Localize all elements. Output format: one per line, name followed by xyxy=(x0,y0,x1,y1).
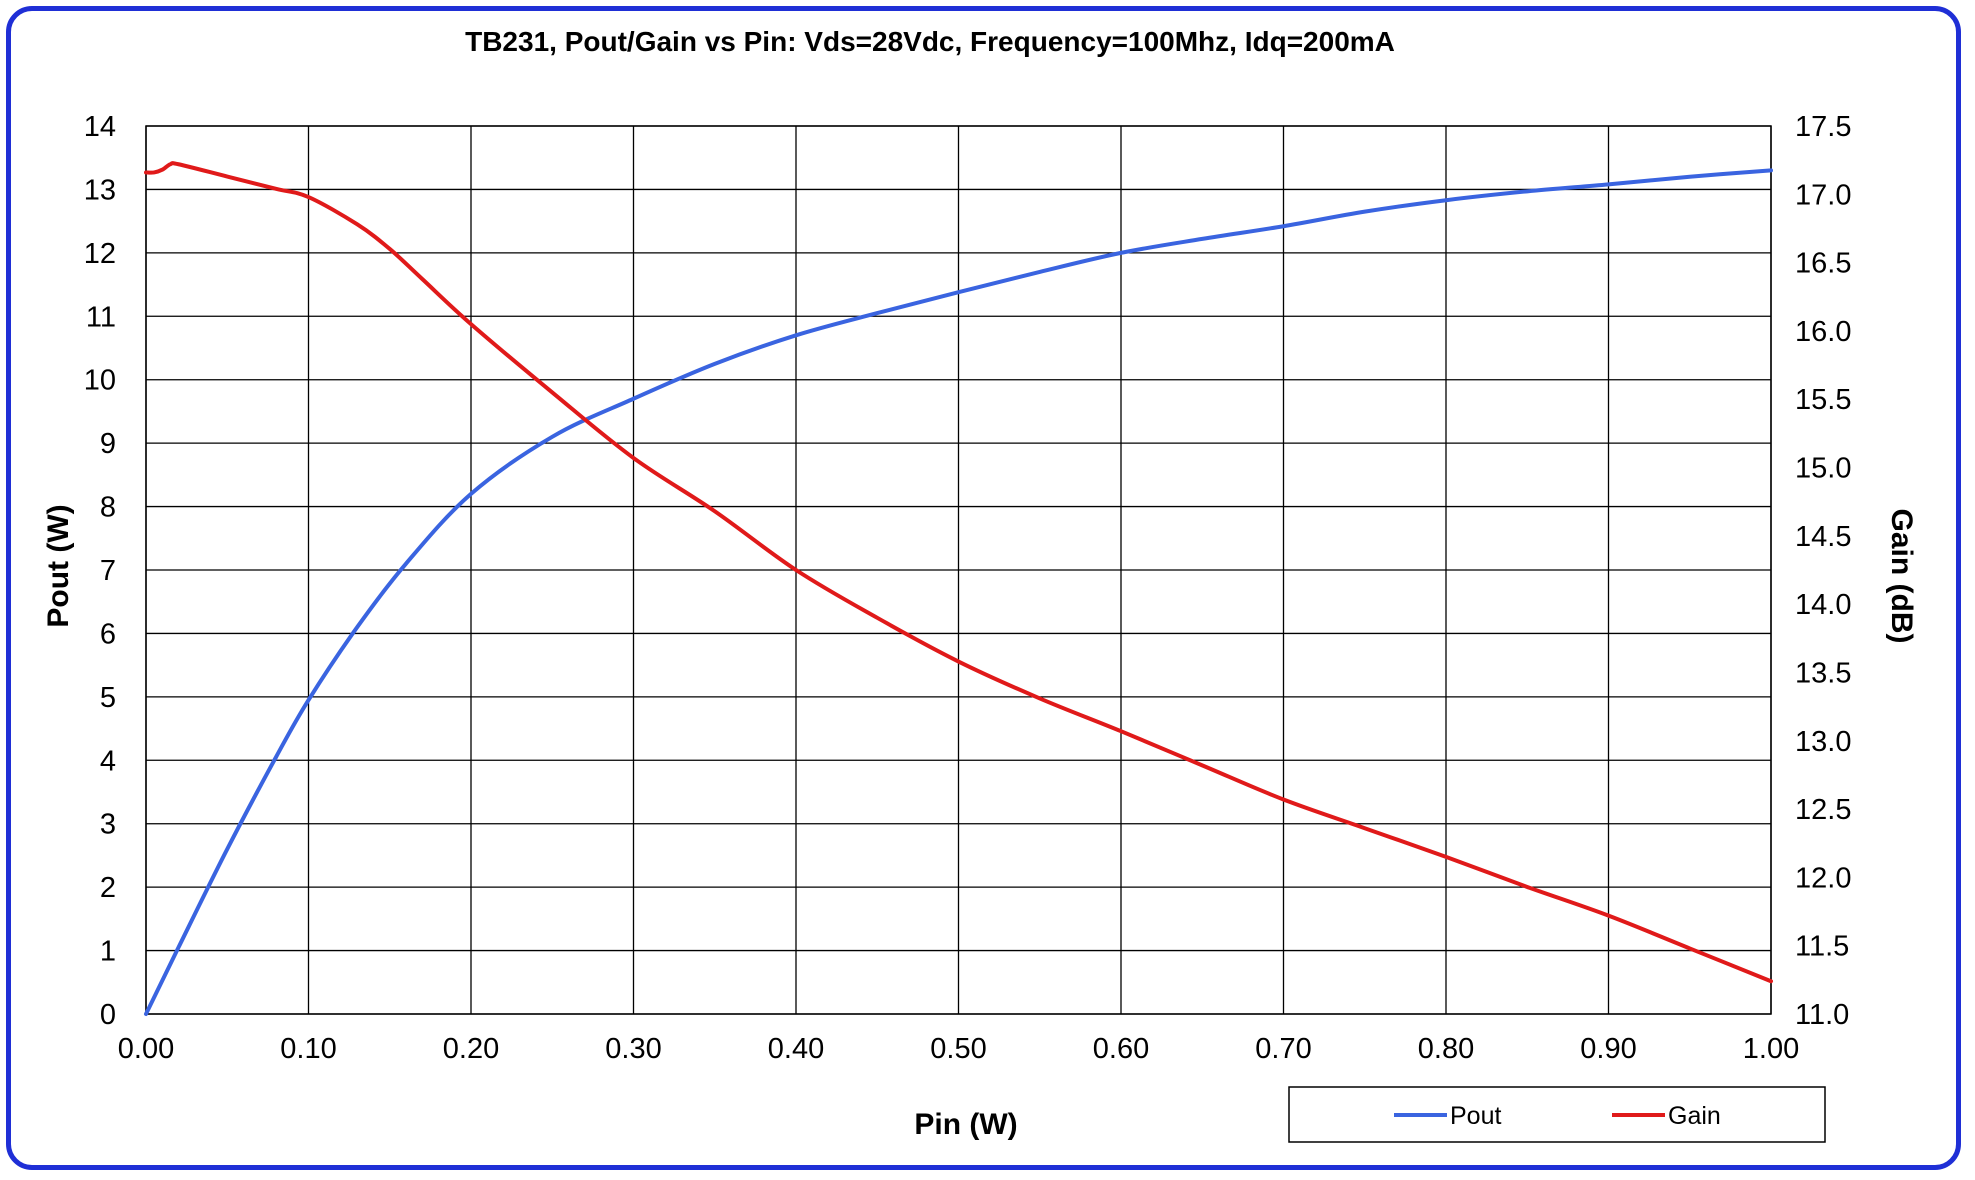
series-line-gain xyxy=(144,161,1773,984)
x-tick-label: 0.80 xyxy=(1418,1033,1474,1065)
series-line-pout xyxy=(144,168,1773,1016)
y-tick-label: 3 xyxy=(100,809,116,841)
y-tick-label: 12 xyxy=(84,238,116,270)
x-tick-label: 0.00 xyxy=(118,1033,174,1065)
y2-axis-label: Gain (dB) xyxy=(1885,509,1918,644)
y-tick-label: 5 xyxy=(100,682,116,714)
y2-tick-label: 13.5 xyxy=(1795,657,1851,689)
y2-tick-label: 17.0 xyxy=(1795,179,1851,211)
chart-title: TB231, Pout/Gain vs Pin: Vds=28Vdc, Freq… xyxy=(465,26,1395,57)
x-tick-label: 0.90 xyxy=(1580,1033,1636,1065)
chart-frame xyxy=(6,6,1961,1170)
legend-label-pout: Pout xyxy=(1450,1102,1501,1130)
legend-label-gain: Gain xyxy=(1668,1102,1721,1130)
plot-area-border xyxy=(145,125,1772,1015)
y2-tick-label: 14.0 xyxy=(1795,589,1851,621)
x-tick-label: 1.00 xyxy=(1743,1033,1799,1065)
y-tick-label: 11 xyxy=(86,301,116,333)
y2-tick-label: 16.5 xyxy=(1795,248,1851,280)
grid xyxy=(145,125,1772,1015)
y2-tick-label: 12.0 xyxy=(1795,862,1851,894)
x-tick-label: 0.20 xyxy=(443,1033,499,1065)
x-tick-label: 0.60 xyxy=(1093,1033,1149,1065)
x-tick-label: 0.50 xyxy=(930,1033,986,1065)
y2-tick-label: 14.5 xyxy=(1795,521,1851,553)
y2-tick-label: 15.0 xyxy=(1795,453,1851,485)
y-tick-label: 7 xyxy=(100,555,116,587)
series-layer xyxy=(144,161,1773,1016)
y-tick-label: 2 xyxy=(100,872,116,904)
y2-tick-label: 15.5 xyxy=(1795,384,1851,416)
y-tick-label: 4 xyxy=(100,745,116,777)
y-tick-label: 6 xyxy=(100,618,116,650)
y2-tick-label: 11.0 xyxy=(1795,999,1849,1031)
y-tick-label: 1 xyxy=(100,936,116,968)
y-tick-label: 8 xyxy=(100,492,116,524)
y2-tick-label: 13.0 xyxy=(1795,726,1851,758)
x-tick-label: 0.70 xyxy=(1255,1033,1311,1065)
tick-labels: 0.00 0.10 0.20 0.30 0.40 0.50 0.60 0.70 0.80 0.90… xyxy=(84,111,1852,1065)
x-tick-label: 0.10 xyxy=(280,1033,336,1065)
x-tick-label: 0.40 xyxy=(768,1033,824,1065)
y2-tick-label: 12.5 xyxy=(1795,794,1851,826)
y-axis-label: Pout (W) xyxy=(42,504,75,627)
y-tick-label: 14 xyxy=(84,111,116,143)
y-tick-label: 0 xyxy=(100,999,116,1031)
y2-tick-label: 16.0 xyxy=(1795,316,1851,348)
y-tick-label: 10 xyxy=(84,365,116,397)
x-axis-label: Pin (W) xyxy=(914,1108,1017,1141)
y2-tick-label: 11.5 xyxy=(1795,931,1849,963)
x-tick-label: 0.30 xyxy=(605,1033,661,1065)
y-tick-label: 13 xyxy=(84,174,116,206)
legend-box xyxy=(1288,1086,1826,1143)
y2-tick-label: 17.5 xyxy=(1795,111,1851,143)
legend: Pout Gain xyxy=(1288,1086,1826,1143)
y-tick-label: 9 xyxy=(100,428,116,460)
